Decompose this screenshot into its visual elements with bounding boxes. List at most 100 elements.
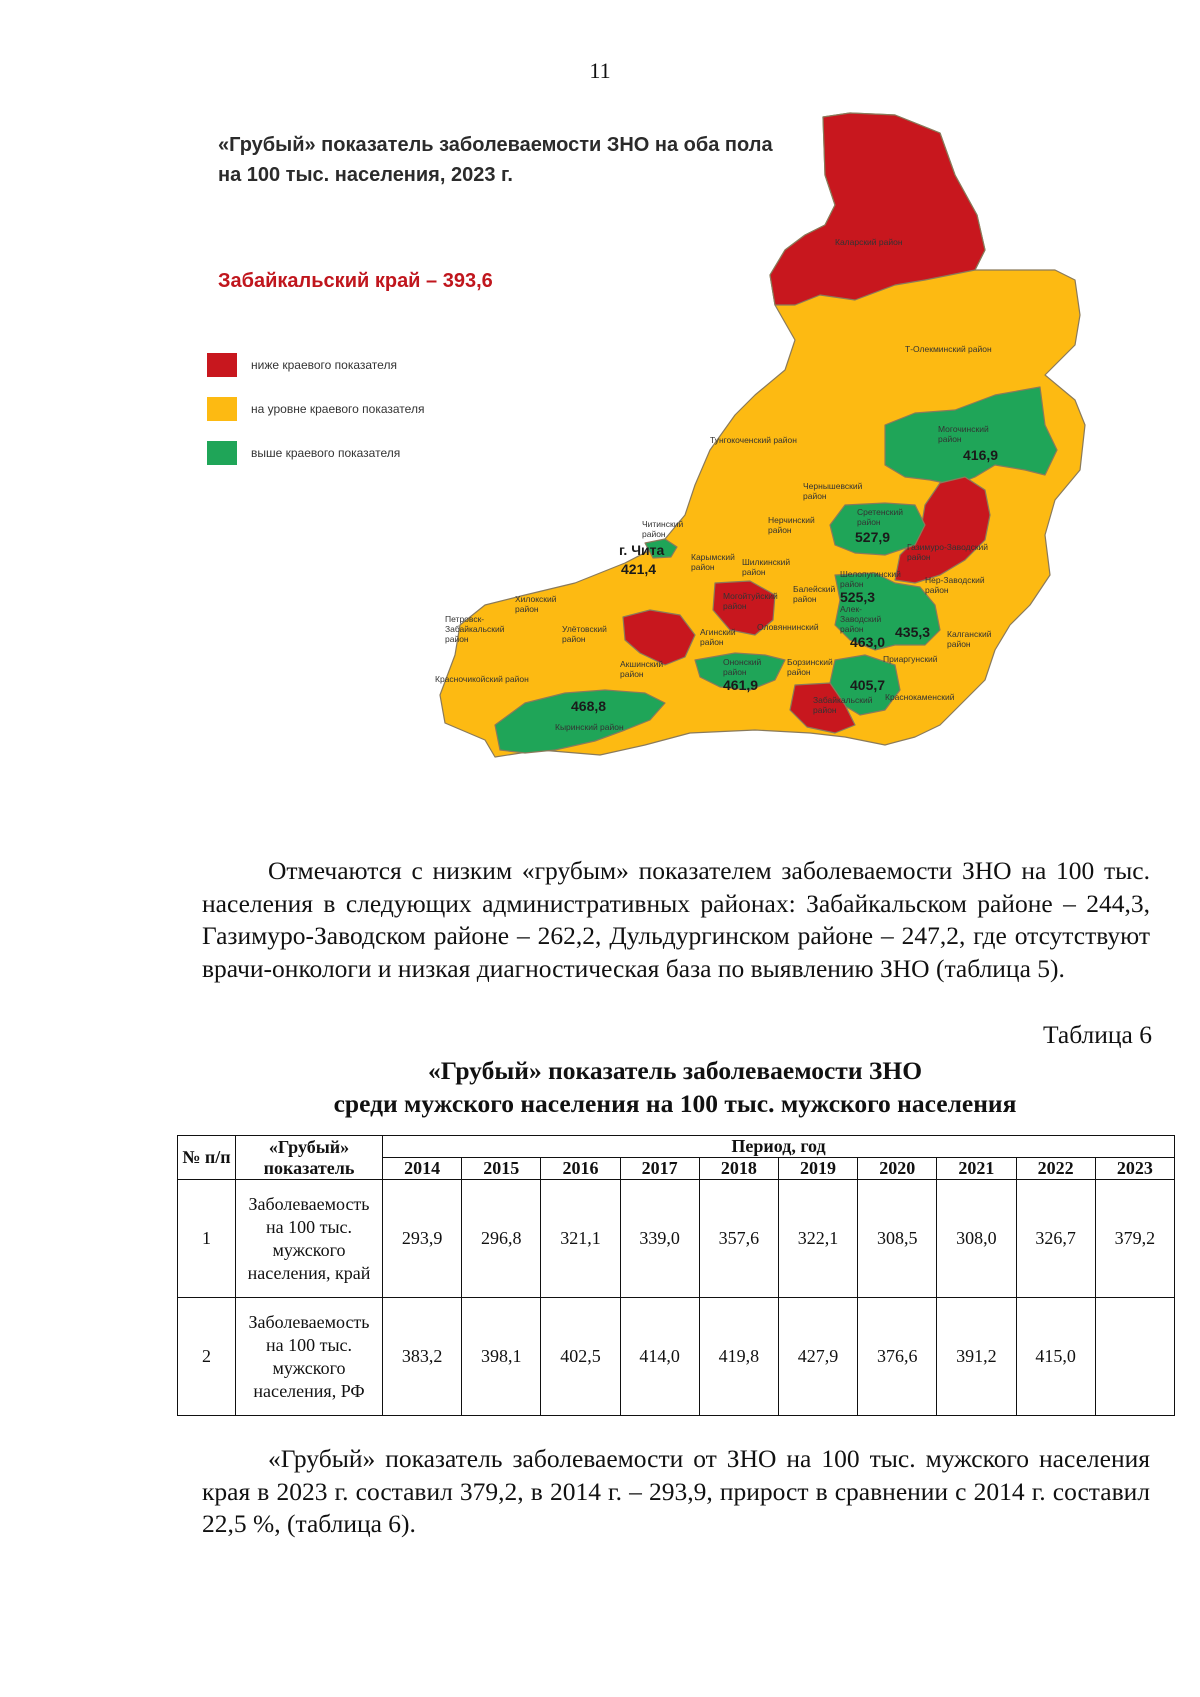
district-chita-city [644, 538, 678, 559]
label-tungokochensky: Тунгокоченский район [710, 435, 797, 445]
label-uletovsky-2: район [562, 634, 586, 644]
page-number: 11 [589, 58, 611, 83]
header-year: 2020 [857, 1157, 938, 1180]
table-caption-line-2: среди мужского населения на 100 тыс. муж… [333, 1089, 1017, 1118]
label-borzinsky-2: район [787, 667, 811, 677]
label-aginsky-1: Агинский [700, 627, 736, 637]
label-chernyshevsky-2: район [803, 491, 827, 501]
table-header-row-2: 2014 2015 2016 2017 2018 2019 2020 2021 … [178, 1157, 1176, 1180]
label-krasnochikoisky: Красночикойский район [435, 674, 529, 684]
label-petrovsk-1: Петровск- [445, 614, 484, 624]
label-chitinsky-1: Читинский [642, 519, 683, 529]
choropleth-map: Каларский район Т-Олекминский район Мого… [435, 112, 1086, 758]
incidence-table: № п/п «Грубый» показатель Период, год 20… [177, 1135, 1176, 1416]
value-cell: 398,1 [461, 1297, 542, 1416]
legend-label: на уровне краевого показателя [251, 402, 425, 416]
label-khilok-2: район [515, 604, 539, 614]
value-cell: 296,8 [461, 1179, 542, 1298]
value-cell: 357,6 [698, 1179, 779, 1298]
district-duldurginsky [622, 609, 696, 666]
row-number: 1 [177, 1179, 236, 1298]
map-title-line-2: на 100 тыс. населения, 2023 г. [218, 164, 513, 186]
value-cell: 414,0 [619, 1297, 700, 1416]
header-year: 2015 [461, 1157, 542, 1180]
paragraph-growth: «Грубый» показатель заболеваемости от ЗН… [202, 1443, 1150, 1541]
value-cell: 326,7 [1015, 1179, 1096, 1298]
label-sretensky-2: район [857, 517, 881, 527]
legend-swatch-green [207, 441, 237, 465]
row-indicator: Заболеваемость на 100 тыс. мужского насе… [235, 1297, 383, 1416]
value-cell: 376,6 [857, 1297, 938, 1416]
label-shilkinsky-1: Шилкинский [742, 557, 790, 567]
map-title-line-1: «Грубый» показатель заболеваемости ЗНО н… [218, 134, 773, 156]
header-indicator: «Грубый» показатель [235, 1135, 383, 1180]
table-row: 2 Заболеваемость на 100 тыс. мужского на… [177, 1297, 1176, 1416]
label-ononsky-2: район [723, 667, 747, 677]
label-gazimur-2: район [907, 552, 931, 562]
label-zabaikalsky-1: Забайкальский [813, 695, 873, 705]
legend-label: ниже краевого показателя [251, 358, 397, 372]
label-t-olekminsky: Т-Олекминский район [905, 344, 992, 354]
district-zabaikalsky [789, 682, 856, 734]
label-priargunsky: Приаргунский [883, 654, 938, 664]
header-year: 2022 [1015, 1157, 1096, 1180]
value-kalga: 435,3 [895, 624, 930, 640]
paragraph-1-text: Отмечаются с низким «грубым» показателем… [202, 856, 1150, 983]
label-sretensky-1: Сретенский [857, 507, 903, 517]
label-zabaikalsky-2: район [813, 705, 837, 715]
label-uletovsky-1: Улётовский [562, 624, 607, 634]
label-shelopuginsky-2: район [840, 579, 864, 589]
label-akshinsky-1: Акшинский [620, 659, 663, 669]
label-krasnokamensky: Краснокаменский [885, 692, 955, 702]
label-nerchinsky-1: Нерчинский [768, 515, 815, 525]
label-kyrinsky: Кыринский район [555, 722, 624, 732]
value-cell: 391,2 [936, 1297, 1017, 1416]
district-mogochinsky [884, 386, 1058, 486]
paragraph-low-incidence: Отмечаются с низким «грубым» показателем… [202, 855, 1150, 985]
label-mogochinsky-1: Могочинский [938, 424, 989, 434]
district-sretensky [829, 502, 926, 556]
label-shilkinsky-2: район [742, 567, 766, 577]
label-petrovsk-3: район [445, 634, 469, 644]
value-cell [1094, 1297, 1176, 1416]
header-year: 2014 [381, 1157, 463, 1180]
label-shelopuginsky-1: Шелопугинский [840, 569, 901, 579]
value-cell: 339,0 [619, 1179, 700, 1298]
label-chitinsky-2: район [642, 529, 666, 539]
label-aleksandrovo-2: Заводский [840, 614, 881, 624]
value-cell: 383,2 [381, 1297, 463, 1416]
district-kyrinsky [494, 689, 666, 754]
value-cell: 427,9 [777, 1297, 859, 1416]
value-cell: 322,1 [777, 1179, 859, 1298]
label-kalgansky-2: район [947, 639, 971, 649]
row-indicator: Заболеваемость на 100 тыс. мужского насе… [235, 1179, 383, 1298]
legend-label: выше краевого показателя [251, 446, 401, 460]
value-cell: 293,9 [381, 1179, 463, 1298]
label-aginsky-2: район [700, 637, 724, 647]
value-aleksandrovo: 463,0 [850, 634, 885, 650]
district-ononsky [694, 652, 786, 691]
label-olovyanninsky: Оловяннинский [757, 622, 819, 632]
row-number: 2 [177, 1297, 236, 1416]
header-number: № п/п [177, 1135, 236, 1180]
label-chernyshevsky-1: Чернышевский [803, 481, 863, 491]
value-cell: 308,0 [936, 1179, 1017, 1298]
label-karymsky-2: район [691, 562, 715, 572]
value-krasnokamensk: 405,7 [850, 677, 885, 693]
paragraph-2-text: «Грубый» показатель заболеваемости от ЗН… [202, 1444, 1150, 1538]
table-number: Таблица 6 [1042, 1020, 1152, 1049]
table-row: 1 Заболеваемость на 100 тыс. мужского на… [177, 1179, 1176, 1298]
value-chita: 421,4 [621, 561, 656, 577]
label-kalgansky-1: Калганский [947, 629, 992, 639]
legend-item-above: выше краевого показателя [207, 431, 507, 475]
table-caption: «Грубый» показатель заболеваемости ЗНО с… [200, 1054, 1150, 1120]
table-caption-line-1: «Грубый» показатель заболеваемости ЗНО [427, 1056, 923, 1085]
map-title: «Грубый» показатель заболеваемости ЗНО н… [218, 130, 838, 190]
header-period: Период, год [382, 1135, 1175, 1158]
table-header-row-1: № п/п «Грубый» показатель Период, год [177, 1135, 1175, 1180]
value-cell: 308,5 [857, 1179, 938, 1298]
label-aleksandrovo-3: район [840, 624, 864, 634]
label-city-chita: г. Чита [619, 542, 665, 558]
header-year: 2021 [936, 1157, 1017, 1180]
legend-swatch-red [207, 353, 237, 377]
